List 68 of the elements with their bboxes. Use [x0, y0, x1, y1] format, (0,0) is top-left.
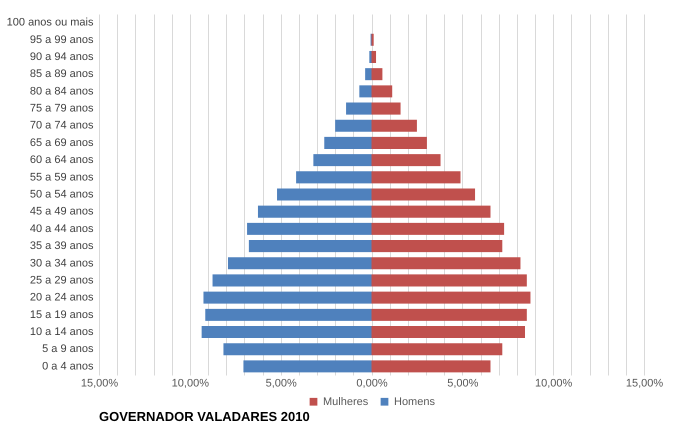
- bar: [212, 274, 372, 286]
- bar: [277, 188, 372, 201]
- y-tick-label: 60 a 64 anos: [30, 154, 94, 166]
- bar: [202, 326, 372, 338]
- bar: [203, 292, 372, 304]
- y-tick-label: 30 a 34 anos: [30, 257, 94, 270]
- y-tick-label: 55 a 59 anos: [30, 171, 94, 184]
- bar: [372, 326, 526, 338]
- y-tick-label: 85 a 89 anos: [30, 68, 94, 80]
- y-tick-label: 35 a 39 anos: [30, 240, 94, 252]
- bar: [372, 206, 490, 218]
- bar: [372, 222, 504, 235]
- y-tick-label: 25 a 29 anos: [30, 274, 94, 286]
- y-tick-label: 20 a 24 anos: [30, 292, 94, 304]
- y-tick-label: 0 a 4 anos: [42, 360, 94, 372]
- bar: [248, 240, 372, 252]
- bar: [223, 343, 372, 356]
- bar: [372, 68, 382, 80]
- bar: [228, 257, 372, 270]
- bar: [372, 85, 392, 98]
- y-tick-label: 50 a 54 anos: [30, 188, 94, 200]
- x-tick-label: 0,00%: [356, 378, 388, 390]
- bar: [247, 222, 372, 235]
- y-tick-label: 70 a 74 anos: [30, 120, 94, 132]
- bar: [205, 308, 372, 321]
- bar: [372, 120, 417, 132]
- y-tick-label: 75 a 79 anos: [30, 102, 94, 115]
- bar: [372, 188, 476, 201]
- bar: [372, 274, 527, 286]
- bar: [296, 171, 372, 184]
- legend-label: Mulheres: [323, 396, 369, 408]
- y-tick-label: 15 a 19 anos: [30, 308, 94, 321]
- bar: [258, 206, 372, 218]
- bar: [372, 102, 401, 115]
- bar: [365, 68, 372, 80]
- bar: [359, 85, 372, 98]
- bar: [335, 120, 372, 132]
- x-tick-label: 15,00%: [80, 378, 118, 390]
- y-tick-label: 90 a 94 anos: [30, 50, 94, 63]
- bar: [372, 343, 502, 356]
- bar: [372, 292, 530, 304]
- y-tick-label: 80 a 84 anos: [30, 85, 94, 98]
- bar: [372, 136, 427, 149]
- x-tick-label: 10,00%: [172, 378, 210, 390]
- y-tick-label: 95 a 99 anos: [30, 34, 94, 46]
- bar: [372, 240, 502, 252]
- text: GOVERNADOR VALADARES 2010: [99, 409, 310, 424]
- x-tick-label: 15,00%: [626, 378, 664, 390]
- bar: [372, 308, 527, 321]
- x-tick-label: 5,00%: [266, 378, 297, 390]
- bar: [243, 360, 372, 372]
- y-tick-label: 45 a 49 anos: [30, 206, 94, 218]
- bar: [313, 154, 372, 166]
- y-tick-label: 10 a 14 anos: [30, 326, 94, 338]
- bar: [372, 171, 461, 184]
- bar: [372, 50, 376, 63]
- y-tick-label: 5 a 9 anos: [42, 343, 94, 356]
- legend-label: Homens: [394, 396, 436, 408]
- bar: [372, 257, 520, 270]
- y-tick-label: 65 a 69 anos: [30, 136, 94, 149]
- bar: [372, 360, 490, 372]
- x-tick-label: 5,00%: [447, 378, 479, 390]
- bar: [372, 154, 441, 166]
- bar: [324, 136, 372, 149]
- bar: [346, 102, 372, 115]
- y-tick-label: 40 a 44 anos: [30, 222, 94, 235]
- y-tick-label: 100 anos ou mais: [6, 16, 94, 29]
- x-tick-label: 10,00%: [535, 378, 573, 390]
